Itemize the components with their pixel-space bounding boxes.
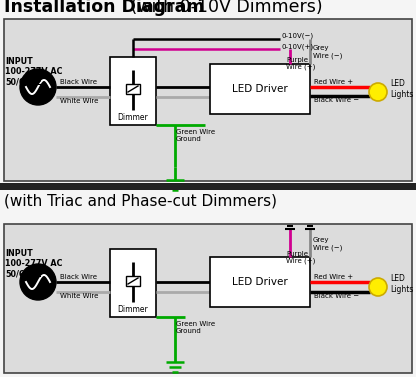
Text: Red Wire +: Red Wire +	[314, 79, 353, 85]
Circle shape	[369, 278, 387, 296]
Circle shape	[20, 264, 56, 300]
Text: Red Wire +: Red Wire +	[314, 274, 353, 280]
Text: Dimmer: Dimmer	[118, 305, 149, 314]
Text: (with 0-10V Dimmers): (with 0-10V Dimmers)	[125, 0, 323, 16]
Text: (with Triac and Phase-cut Dimmers): (with Triac and Phase-cut Dimmers)	[4, 193, 277, 208]
Text: Black Wire: Black Wire	[60, 79, 97, 85]
Text: Installation Diagram: Installation Diagram	[4, 0, 205, 16]
Text: 0-10V(−): 0-10V(−)	[282, 33, 314, 39]
Text: Green Wire
Ground: Green Wire Ground	[176, 129, 215, 142]
Text: 0-10V(+): 0-10V(+)	[282, 44, 314, 50]
Text: Grey
Wire (−): Grey Wire (−)	[313, 237, 342, 251]
Text: Green Wire
Ground: Green Wire Ground	[176, 321, 215, 334]
Text: Black Wire −: Black Wire −	[314, 293, 359, 299]
Bar	[110, 57, 156, 125]
Text: White Wire: White Wire	[60, 98, 98, 104]
Text: INPUT
100-277V AC
50/60Hz: INPUT 100-277V AC 50/60Hz	[5, 57, 62, 87]
Text: Purple
Wire (+): Purple Wire (+)	[286, 57, 315, 70]
Bar	[126, 276, 140, 286]
Text: LED Driver: LED Driver	[232, 277, 288, 287]
Circle shape	[20, 69, 56, 105]
Bar	[4, 224, 412, 373]
Bar	[0, 183, 416, 190]
Text: INPUT
100-277V AC
50/60Hz: INPUT 100-277V AC 50/60Hz	[5, 249, 62, 279]
Text: Black Wire: Black Wire	[60, 274, 97, 280]
Text: LED Driver: LED Driver	[232, 84, 288, 94]
Text: Dimmer: Dimmer	[118, 113, 149, 122]
Text: LED
Lights: LED Lights	[390, 79, 414, 99]
Bar	[110, 249, 156, 317]
Bar	[4, 19, 412, 181]
Text: Grey
Wire (−): Grey Wire (−)	[313, 45, 342, 59]
Text: Purple
Wire (+): Purple Wire (+)	[286, 251, 315, 265]
Circle shape	[369, 83, 387, 101]
Bar	[210, 257, 310, 307]
Text: LED
Lights: LED Lights	[390, 274, 414, 294]
Bar	[126, 84, 140, 94]
Text: White Wire: White Wire	[60, 293, 98, 299]
Bar	[210, 64, 310, 114]
Text: Black Wire −: Black Wire −	[314, 97, 359, 103]
